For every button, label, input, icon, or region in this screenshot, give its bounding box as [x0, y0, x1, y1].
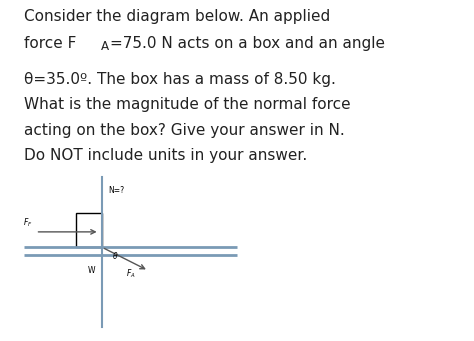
Text: Consider the diagram below. An applied: Consider the diagram below. An applied: [24, 9, 330, 24]
Text: $F_A$: $F_A$: [126, 268, 135, 280]
Text: N=?: N=?: [108, 186, 124, 195]
Text: force F: force F: [24, 36, 76, 51]
Text: $F_F$: $F_F$: [23, 217, 32, 229]
Text: W: W: [88, 266, 95, 275]
Text: acting on the box? Give your answer in N.: acting on the box? Give your answer in N…: [24, 123, 345, 138]
Text: What is the magnitude of the normal force: What is the magnitude of the normal forc…: [24, 97, 350, 112]
Text: θ=35.0º. The box has a mass of 8.50 kg.: θ=35.0º. The box has a mass of 8.50 kg.: [24, 72, 336, 87]
Bar: [76, 213, 102, 247]
Text: $\theta$: $\theta$: [112, 250, 118, 261]
Text: Do NOT include units in your answer.: Do NOT include units in your answer.: [24, 148, 307, 163]
Text: =75.0 N acts on a box and an angle: =75.0 N acts on a box and an angle: [110, 36, 385, 51]
Text: A: A: [101, 40, 109, 53]
